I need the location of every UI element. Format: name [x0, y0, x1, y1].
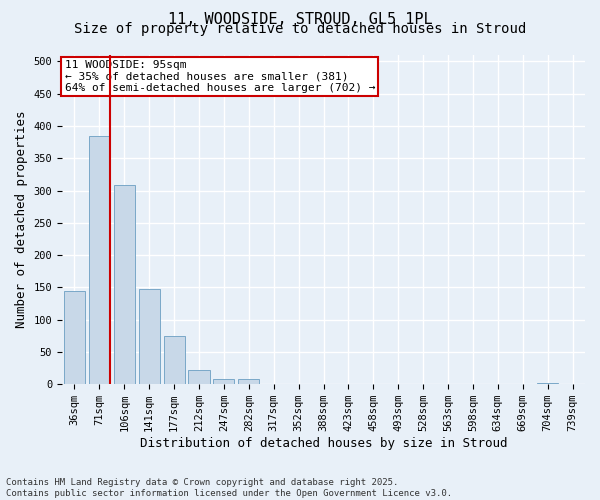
Bar — [537, 383, 558, 384]
Bar — [214, 379, 235, 384]
Y-axis label: Number of detached properties: Number of detached properties — [15, 111, 28, 328]
Bar — [238, 379, 259, 384]
Bar — [164, 336, 185, 384]
Bar — [89, 136, 110, 384]
Bar — [64, 290, 85, 384]
Text: Contains HM Land Registry data © Crown copyright and database right 2025.
Contai: Contains HM Land Registry data © Crown c… — [6, 478, 452, 498]
Bar — [114, 186, 135, 384]
Bar — [139, 288, 160, 384]
Text: 11 WOODSIDE: 95sqm
← 35% of detached houses are smaller (381)
64% of semi-detach: 11 WOODSIDE: 95sqm ← 35% of detached hou… — [65, 60, 375, 93]
X-axis label: Distribution of detached houses by size in Stroud: Distribution of detached houses by size … — [140, 437, 507, 450]
Text: Size of property relative to detached houses in Stroud: Size of property relative to detached ho… — [74, 22, 526, 36]
Text: 11, WOODSIDE, STROUD, GL5 1PL: 11, WOODSIDE, STROUD, GL5 1PL — [167, 12, 433, 28]
Bar — [188, 370, 209, 384]
